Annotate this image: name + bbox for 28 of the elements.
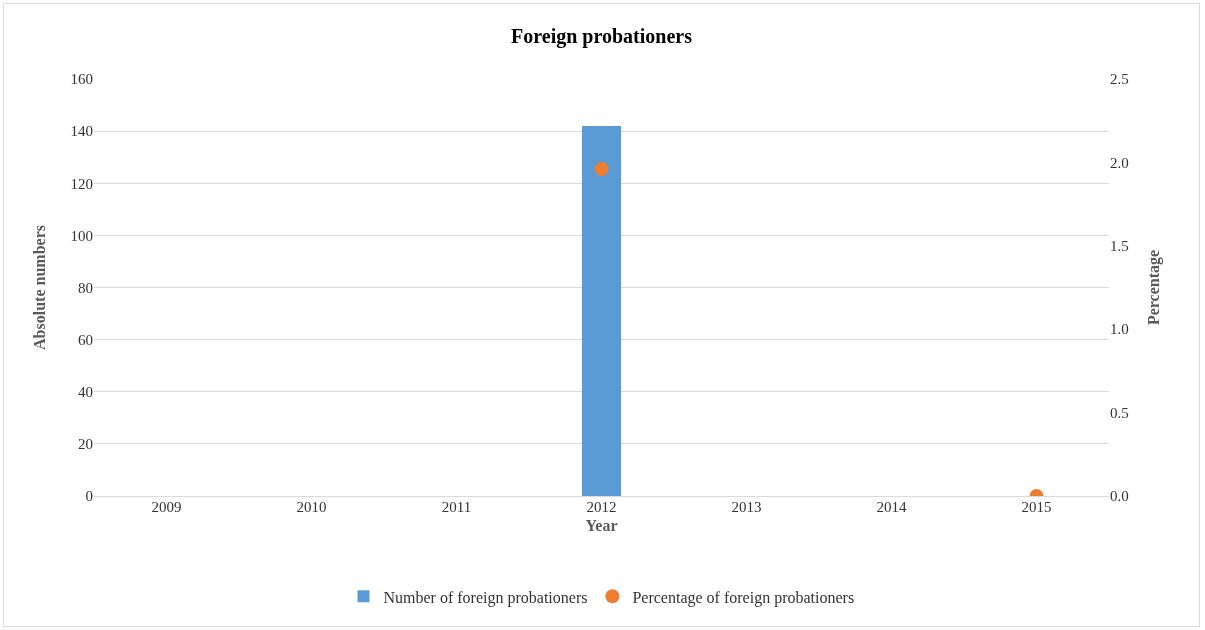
y2-tick-label: 1.0 <box>1110 321 1129 338</box>
y-tick-label: 60 <box>78 331 93 348</box>
y-tick-label: 80 <box>78 279 93 296</box>
y2-tick-label: 1.5 <box>1110 238 1129 255</box>
y-tick-label: 0 <box>85 488 93 505</box>
legend-label: Number of foreign probationers <box>383 588 588 607</box>
y-tick-label: 140 <box>70 123 93 140</box>
y-axis-title: Absolute numbers <box>31 225 49 350</box>
y2-tick-label: 2.5 <box>1110 71 1129 88</box>
legend-label: Percentage of foreign probationers <box>632 588 855 607</box>
x-tick-label: 2012 <box>586 499 617 515</box>
y2-tick-label: 0.0 <box>1110 488 1129 505</box>
y-tick-label: 20 <box>78 436 93 453</box>
x-axis-title: Year <box>585 516 618 534</box>
y-tick-label: 120 <box>70 175 93 192</box>
x-tick-label: 2009 <box>151 499 182 515</box>
y-tick-label: 160 <box>70 71 93 88</box>
x-tick-label: 2015 <box>1021 499 1052 515</box>
x-tick-label: 2011 <box>441 499 472 515</box>
y-tick-label: 40 <box>78 384 93 400</box>
x-tick-label: 2010 <box>296 499 327 515</box>
y2-tick-label: 2.0 <box>1110 154 1129 171</box>
y2-tick-label: 0.5 <box>1110 404 1129 421</box>
x-tick-label: 2014 <box>876 499 907 515</box>
y-tick-label: 100 <box>70 227 93 244</box>
y2-axis-title: Percentage <box>1145 249 1164 326</box>
x-tick-label: 2013 <box>731 499 762 515</box>
chart-title: Foreign probationers <box>511 24 693 48</box>
